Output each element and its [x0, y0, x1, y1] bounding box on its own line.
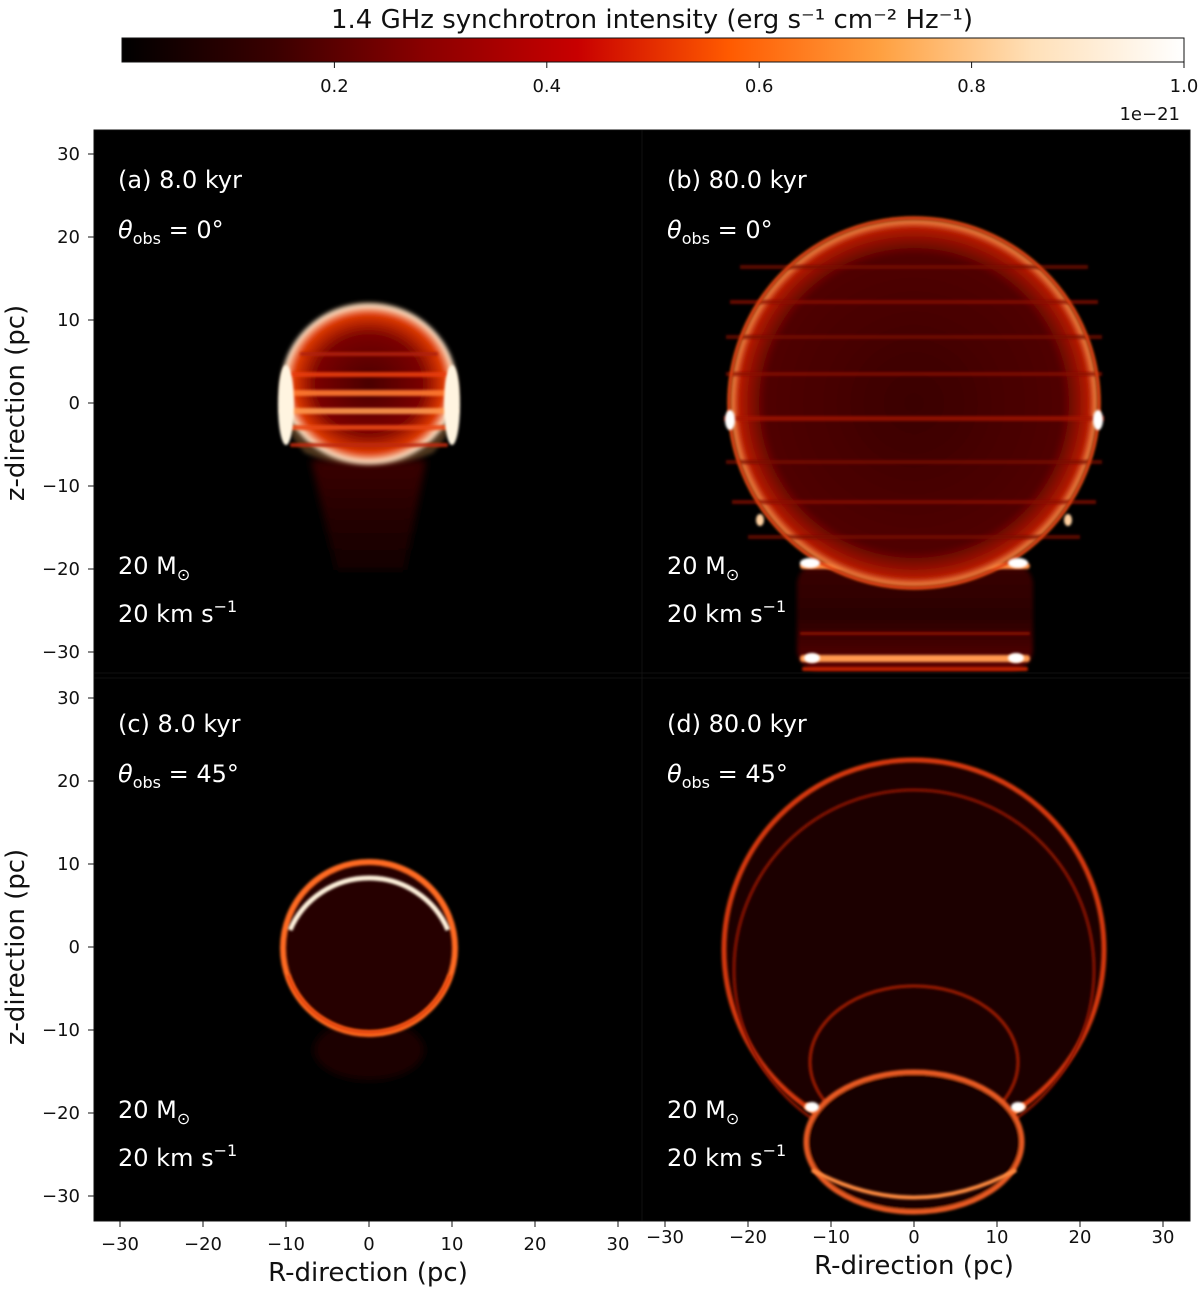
y-tick-label: −20	[42, 559, 80, 580]
panel-d-theta: θobs = 45°	[667, 760, 788, 792]
y-tick-label: 10	[57, 854, 80, 875]
x-tick-label: −20	[729, 1227, 767, 1248]
panel-b-bubble	[729, 218, 1099, 588]
colorbar-tick-label: 0.2	[320, 76, 349, 97]
y-axis-title-top: z-direction (pc)	[1, 305, 31, 501]
y-tick-label: −30	[42, 1186, 80, 1207]
x-tick-label: 10	[986, 1227, 1009, 1248]
y-tick-label: −10	[42, 476, 80, 497]
x-axis-title-left: R-direction (pc)	[268, 1258, 468, 1288]
panel-d-image	[721, 757, 1107, 1215]
panel-c-ring-lower	[286, 974, 452, 1035]
panel-c-label: (c) 8.0 kyr	[118, 710, 241, 738]
panel-a-label: (a) 8.0 kyr	[118, 166, 242, 194]
panel-d-limb-highlights	[805, 1102, 1025, 1112]
panel-d-tail-ring-lower	[803, 1069, 1025, 1215]
panel-b-bands	[724, 265, 1104, 539]
panel-d-annotation: (d) 80.0 kyr θobs = 45° 20 M⊙ 20 km s−1	[667, 710, 807, 1172]
panel-b-label: (b) 80.0 kyr	[667, 166, 807, 194]
y-tick-label: 0	[69, 937, 80, 958]
panel-c-wind-speed: 20 km s−1	[118, 1141, 237, 1172]
colorbar-tick-label: 0.8	[957, 76, 986, 97]
y-tick-label: 30	[57, 688, 80, 709]
panel-a-wind-speed: 20 km s−1	[118, 597, 237, 628]
x-tick-label: −30	[646, 1227, 684, 1248]
panel-d-mass: 20 M⊙	[667, 1096, 739, 1128]
x-tick-label: 30	[607, 1234, 630, 1255]
panel-c-annotation: (c) 8.0 kyr θobs = 45° 20 M⊙ 20 km s−1	[118, 710, 241, 1172]
x-tick-label: −10	[812, 1227, 850, 1248]
y-tick-label: 30	[57, 144, 80, 165]
panel-a-mass: 20 M⊙	[118, 552, 190, 584]
y-tick-label: 10	[57, 310, 80, 331]
panel-c-image	[280, 859, 458, 1080]
panel-a-tail	[311, 460, 426, 570]
colorbar-gradient	[121, 37, 1185, 63]
panel-b-mass: 20 M⊙	[667, 552, 739, 584]
panel-d-label: (d) 80.0 kyr	[667, 710, 807, 738]
panel-a-theta: θobs = 0°	[118, 216, 224, 248]
panel-c-faint-tail	[314, 1020, 424, 1080]
panel-a-image	[278, 302, 460, 570]
y-tick-label: 20	[57, 227, 80, 248]
y-tick-label: −20	[42, 1103, 80, 1124]
panel-c-bubble-fill	[283, 862, 455, 1034]
colorbar-title: 1.4 GHz synchrotron intensity (erg s⁻¹ c…	[331, 5, 973, 35]
y-tick-label: 20	[57, 771, 80, 792]
colorbar-tick-label: 0.4	[532, 76, 561, 97]
axis-ticks: 30 20 10 0 −10 −20 −30 30 20 10 0 −10 −20 −30 −30 −20 −1…	[42, 144, 1174, 1255]
panel-c-mass: 20 M⊙	[118, 1096, 190, 1128]
panel-b-bubble-rim	[727, 216, 1101, 590]
x-tick-label: 30	[1152, 1227, 1175, 1248]
y-axis-title-bottom: z-direction (pc)	[1, 849, 31, 1045]
colorbar: 1.4 GHz synchrotron intensity (erg s⁻¹ c…	[121, 5, 1198, 125]
y-tick-label: 0	[69, 393, 80, 414]
x-tick-label: −30	[101, 1234, 139, 1255]
panel-d-wind-speed: 20 km s−1	[667, 1141, 786, 1172]
panel-a-limb-highlights	[278, 365, 460, 445]
panel-a-bubble	[280, 302, 458, 466]
panel-d-bubble-fill	[724, 760, 1104, 1140]
x-tick-label: 20	[524, 1234, 547, 1255]
panel-b-wind-speed: 20 km s−1	[667, 597, 786, 628]
panel-b-limb-highlights	[725, 410, 1103, 663]
x-tick-label: 0	[908, 1227, 919, 1248]
colorbar-offset-label: 1e−21	[1119, 104, 1180, 125]
panel-c-ring-highlight	[287, 875, 451, 931]
x-tick-label: 0	[363, 1234, 374, 1255]
x-tick-label: 10	[441, 1234, 464, 1255]
panel-b-image	[724, 216, 1104, 671]
colorbar-tick-label: 1.0	[1170, 76, 1199, 97]
colorbar-ticks: 0.2 0.4 0.6 0.8 1.0	[320, 62, 1198, 97]
y-tick-label: −10	[42, 1020, 80, 1041]
panel-frames	[93, 129, 1191, 1222]
panel-d-tail-bottom-arc	[811, 1168, 1017, 1200]
y-tick-label: −30	[42, 642, 80, 663]
panel-c-theta: θobs = 45°	[118, 760, 239, 792]
panel-b-tail	[797, 563, 1033, 671]
x-tick-label: −20	[184, 1234, 222, 1255]
panel-a-annotation: (a) 8.0 kyr θobs = 0° 20 M⊙ 20 km s−1	[118, 166, 242, 628]
panel-b-annotation: (b) 80.0 kyr θobs = 0° 20 M⊙ 20 km s−1	[667, 166, 807, 628]
panel-b-theta: θobs = 0°	[667, 216, 773, 248]
x-tick-label: −10	[267, 1234, 305, 1255]
colorbar-tick-label: 0.6	[745, 76, 774, 97]
panel-a-bands	[280, 352, 458, 447]
x-tick-label: 20	[1069, 1227, 1092, 1248]
x-axis-title-right: R-direction (pc)	[814, 1251, 1014, 1281]
